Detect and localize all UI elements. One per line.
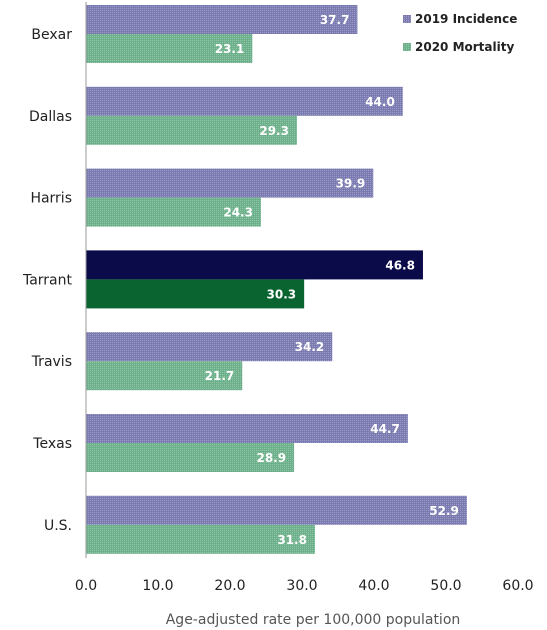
data-label-2020-mortality-travis: 21.7 <box>205 369 235 383</box>
category-label-texas: Texas <box>32 436 72 452</box>
data-label-2020-mortality-u-s: 31.8 <box>277 533 307 547</box>
x-tick-label: 0.0 <box>75 578 97 594</box>
data-label-2019-incidence-travis: 34.2 <box>295 340 325 354</box>
x-axis-title: Age-adjusted rate per 100,000 population <box>166 612 461 628</box>
bar-2019-incidence-u-s <box>86 495 467 525</box>
legend-swatch-2019-incidence <box>403 15 411 23</box>
bar-2019-incidence-bexar <box>86 5 358 34</box>
bar-2020-mortality-travis <box>86 361 243 391</box>
bar-2019-incidence-tarrant <box>86 250 423 280</box>
bar-2019-incidence-travis <box>86 332 333 362</box>
x-tick-label: 20.0 <box>214 578 245 594</box>
bar-2020-mortality-bexar <box>86 34 253 63</box>
category-label-bexar: Bexar <box>31 27 72 43</box>
data-label-2020-mortality-dallas: 29.3 <box>259 124 289 138</box>
category-label-tarrant: Tarrant <box>22 272 73 288</box>
bar-2020-mortality-tarrant <box>86 279 305 309</box>
bar-2020-mortality-texas <box>86 443 295 472</box>
data-label-2020-mortality-tarrant: 30.3 <box>267 287 297 301</box>
bar-2020-mortality-u-s <box>86 524 315 554</box>
category-label-harris: Harris <box>30 191 72 207</box>
x-tick-label: 60.0 <box>502 578 533 594</box>
legend-label-2020-mortality: 2020 Mortality <box>415 40 514 54</box>
bar-2020-mortality-harris <box>86 197 261 227</box>
x-tick-label: 10.0 <box>142 578 173 594</box>
data-label-2020-mortality-bexar: 23.1 <box>215 42 245 56</box>
data-label-2019-incidence-u-s: 52.9 <box>429 504 459 518</box>
legend-swatch-2020-mortality <box>403 43 411 51</box>
bar-2019-incidence-harris <box>86 168 374 198</box>
data-label-2020-mortality-texas: 28.9 <box>256 451 286 465</box>
x-tick-label: 40.0 <box>358 578 389 594</box>
category-label-u-s: U.S. <box>44 518 72 534</box>
category-label-dallas: Dallas <box>29 109 72 125</box>
x-tick-label: 50.0 <box>430 578 461 594</box>
category-label-travis: Travis <box>31 354 72 370</box>
data-label-2019-incidence-dallas: 44.0 <box>365 95 395 109</box>
bar-2020-mortality-dallas <box>86 115 297 145</box>
legend-label-2019-incidence: 2019 Incidence <box>415 12 517 26</box>
data-label-2019-incidence-harris: 39.9 <box>336 177 366 191</box>
data-label-2019-incidence-texas: 44.7 <box>370 422 400 436</box>
bar-2019-incidence-texas <box>86 414 408 443</box>
plot-area: 37.7 23.1 Bexar 44.0 29.3 Dallas 39.9 24.3 Harri… <box>22 2 534 594</box>
data-label-2019-incidence-bexar: 37.7 <box>320 13 350 27</box>
bar-2019-incidence-dallas <box>86 86 403 116</box>
data-label-2020-mortality-harris: 24.3 <box>223 206 253 220</box>
data-label-2019-incidence-tarrant: 46.8 <box>385 258 415 272</box>
x-tick-label: 30.0 <box>286 578 317 594</box>
